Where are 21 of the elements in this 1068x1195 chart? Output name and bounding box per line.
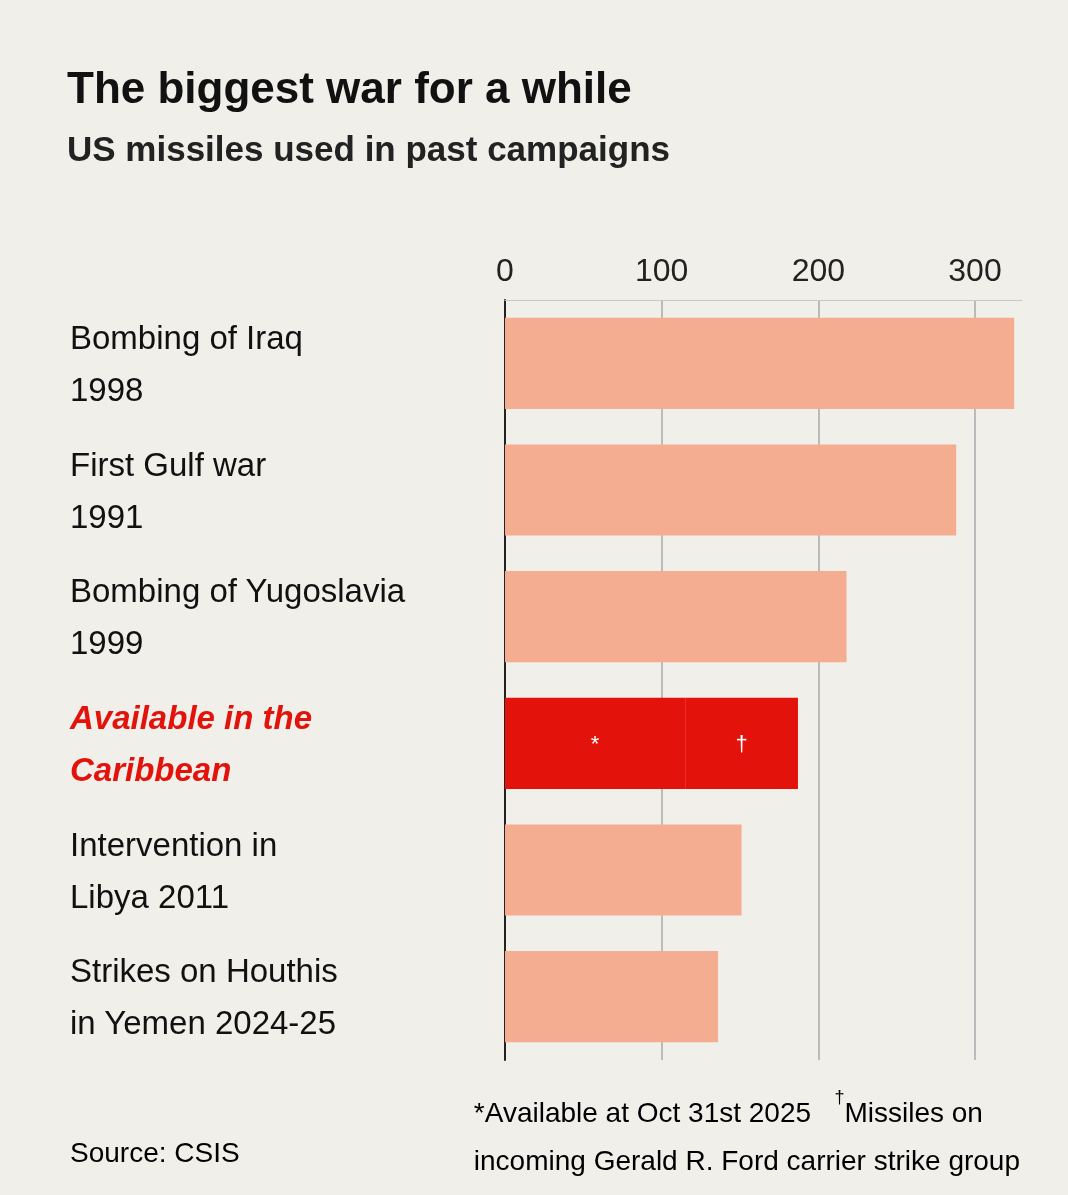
x-tick-label: 300 xyxy=(948,252,1002,288)
data-label: † xyxy=(735,730,748,756)
source-note: Source: CSIS xyxy=(70,1136,240,1168)
chart-title: The biggest war for a while xyxy=(67,62,632,112)
bar xyxy=(505,951,719,1043)
y-tick-label: Bombing of Yugoslavia 1999 xyxy=(70,572,406,662)
y-tick-label: Available in the Caribbean xyxy=(69,698,313,788)
y-tick-label: Bombing of Iraq 1998 xyxy=(70,318,303,408)
text: *Available at Oct 31st 2025 †Missiles on incoming Gerald R. Ford carrier strike group xyxy=(473,1087,1021,1176)
x-tick-label: 0 xyxy=(496,252,514,288)
x-tick-label: 200 xyxy=(791,252,846,288)
bar xyxy=(505,317,1015,409)
bar xyxy=(505,824,742,916)
bar xyxy=(505,571,847,663)
bar xyxy=(505,444,957,536)
chart-subtitle: US missiles used in past campaigns xyxy=(67,129,670,168)
y-tick-label: Strikes on Houthis in Yemen 2024-25 xyxy=(70,952,338,1042)
x-tick-label: 100 xyxy=(634,252,689,288)
y-tick-label: First Gulf war 1991 xyxy=(70,445,267,535)
data-label: * xyxy=(590,730,600,756)
y-tick-label: Intervention in Libya 2011 xyxy=(70,825,278,915)
